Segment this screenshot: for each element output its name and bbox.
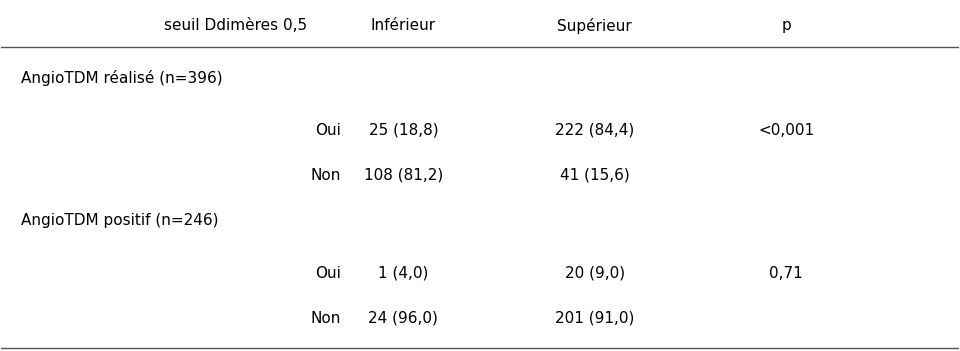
Text: seuil Ddimères 0,5: seuil Ddimères 0,5 (164, 18, 307, 33)
Text: 24 (96,0): 24 (96,0) (369, 311, 439, 326)
Text: 25 (18,8): 25 (18,8) (369, 123, 438, 138)
Text: 1 (4,0): 1 (4,0) (378, 265, 428, 280)
Text: 20 (9,0): 20 (9,0) (564, 265, 625, 280)
Text: 222 (84,4): 222 (84,4) (555, 123, 635, 138)
Text: Inférieur: Inférieur (371, 18, 436, 33)
Text: Oui: Oui (315, 265, 341, 280)
Text: 201 (91,0): 201 (91,0) (555, 311, 635, 326)
Text: 41 (15,6): 41 (15,6) (560, 168, 630, 183)
Text: 0,71: 0,71 (769, 265, 804, 280)
Text: p: p (781, 18, 791, 33)
Text: Supérieur: Supérieur (558, 18, 633, 34)
Text: 108 (81,2): 108 (81,2) (364, 168, 444, 183)
Text: Non: Non (311, 311, 341, 326)
Text: Oui: Oui (315, 123, 341, 138)
Text: AngioTDM positif (n=246): AngioTDM positif (n=246) (20, 213, 218, 228)
Text: AngioTDM réalisé (n=396): AngioTDM réalisé (n=396) (20, 70, 222, 86)
Text: <0,001: <0,001 (758, 123, 814, 138)
Text: Non: Non (311, 168, 341, 183)
